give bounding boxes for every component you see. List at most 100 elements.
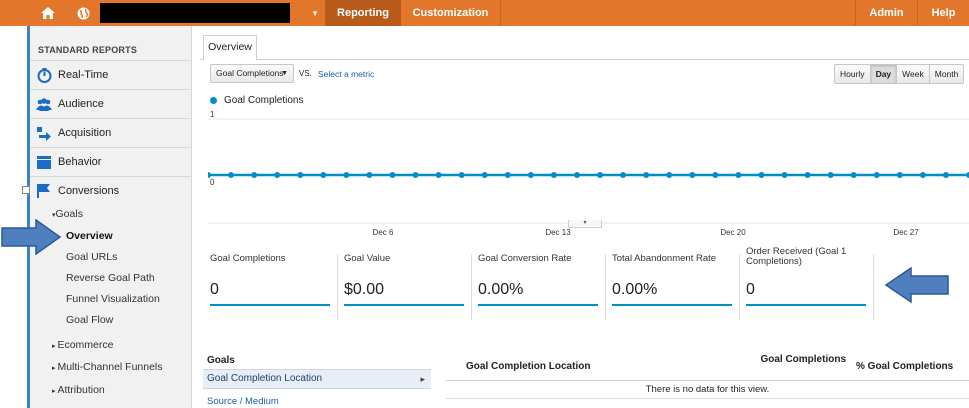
sidebar-item-acquisition[interactable]: Acquisition: [30, 118, 192, 147]
data-point: [320, 172, 327, 178]
realtime-icon: [36, 67, 52, 83]
sidebar-item-label: Real-Time: [58, 69, 109, 81]
data-point: [597, 172, 604, 178]
chart-svg: 1 0 Dec 6 Dec 13 Dec 20 Dec 27: [205, 110, 969, 237]
y-tick-label: 1: [210, 111, 215, 119]
tab-customization[interactable]: Customization: [401, 0, 501, 26]
data-point: [850, 172, 857, 178]
sidebar-subitem-overview[interactable]: Overview: [66, 230, 113, 242]
period-selector: Hourly Day Week Month: [834, 64, 965, 84]
sidebar-collapse-handle[interactable]: [22, 186, 30, 194]
x-tick-label: Dec 6: [373, 228, 394, 236]
tab-admin[interactable]: Admin: [855, 0, 917, 26]
acquisition-icon: [36, 125, 52, 141]
metric-order-received[interactable]: Order Received (Goal 1 Completions) 0: [746, 247, 880, 318]
flag-icon: [36, 183, 52, 199]
globe-icon[interactable]: [68, 0, 98, 26]
data-point: [550, 172, 557, 178]
metric-sparkline: [210, 304, 330, 306]
sidebar-item-label: Conversions: [58, 185, 120, 197]
chart-collapse-toggle[interactable]: ▾: [568, 220, 602, 228]
behavior-icon: [36, 154, 52, 170]
sidebar-subitem-goal-urls[interactable]: Goal URLs: [66, 251, 118, 263]
line-chart: 1 0 Dec 6 Dec 13 Dec 20 Dec 27: [205, 110, 969, 237]
metric-label: Order Received (Goal 1 Completions): [746, 246, 847, 267]
data-point: [735, 172, 742, 178]
data-point: [919, 172, 926, 178]
period-month[interactable]: Month: [928, 65, 964, 83]
sidebar-item-realtime[interactable]: Real-Time: [30, 60, 192, 89]
sidebar-subitem-goal-flow[interactable]: Goal Flow: [66, 314, 114, 326]
sidebar-item-label: Acquisition: [58, 127, 112, 139]
column-goal-completion-location[interactable]: Goal Completion Location: [466, 361, 591, 372]
metric-goal-conversion-rate[interactable]: Goal Conversion Rate 0.00%: [478, 254, 612, 318]
metric-value: 0: [746, 281, 755, 298]
sidebar-heading: STANDARD REPORTS: [38, 45, 138, 55]
metric-label: Total Abandonment Rate: [612, 253, 717, 264]
metric-dropdown[interactable]: Goal Completions ▼: [210, 64, 294, 83]
sidebar-item-behavior[interactable]: Behavior: [30, 147, 192, 176]
data-point: [228, 172, 235, 178]
data-point: [527, 172, 534, 178]
x-tick-label: Dec 27: [893, 228, 919, 236]
metric-sparkline: [746, 304, 866, 306]
account-dropdown-caret[interactable]: ▾: [312, 7, 318, 18]
metric-sparkline: [478, 304, 598, 306]
data-point: [666, 172, 673, 178]
data-point: [712, 172, 719, 178]
column-goal-completions[interactable]: Goal Completions: [760, 354, 846, 365]
top-bar: ▾ Reporting Customization Admin Help: [0, 0, 969, 26]
column-percent-goal-completions[interactable]: % Goal Completions: [856, 361, 954, 372]
metric-goal-completions[interactable]: Goal Completions 0: [210, 254, 344, 318]
sidebar-subitem-reverse-goal-path[interactable]: Reverse Goal Path: [66, 272, 155, 284]
table-empty-message: There is no data for this view.: [446, 382, 969, 399]
data-point: [458, 172, 465, 178]
chevron-right-icon: ▸: [420, 374, 425, 384]
period-week[interactable]: Week: [896, 65, 929, 83]
metric-sparkline: [612, 304, 732, 306]
chevron-down-icon: ▼: [281, 70, 288, 77]
sidebar-item-attribution[interactable]: ▸ Attribution: [52, 384, 105, 396]
account-name-redacted[interactable]: [100, 3, 290, 23]
goals-option-source-medium[interactable]: Source / Medium: [207, 396, 279, 407]
sidebar-item-audience[interactable]: Audience: [30, 89, 192, 118]
data-point: [643, 172, 650, 178]
metric-total-abandonment-rate[interactable]: Total Abandonment Rate 0.00%: [612, 254, 746, 318]
data-point: [274, 172, 281, 178]
sidebar-item-conversions[interactable]: Conversions: [30, 176, 192, 205]
metric-label: Goal Completions: [210, 253, 286, 264]
data-point: [389, 172, 396, 178]
data-point: [481, 172, 488, 178]
metric-value: 0.00%: [612, 281, 658, 298]
metric-label: Goal Value: [344, 253, 391, 264]
tab-overview[interactable]: Overview: [203, 35, 257, 60]
data-point: [251, 172, 258, 178]
sidebar-item-multi-channel-funnels[interactable]: ▸ Multi-Channel Funnels: [52, 361, 163, 373]
annotation-arrow-left-icon: [884, 266, 950, 309]
data-point: [781, 172, 788, 178]
sidebar-item-goals[interactable]: ▾Goals: [52, 208, 83, 220]
period-hourly[interactable]: Hourly: [840, 69, 865, 79]
data-point: [804, 172, 811, 178]
data-point: [620, 172, 627, 178]
tab-help[interactable]: Help: [917, 0, 969, 26]
sidebar-subitem-funnel-visualization[interactable]: Funnel Visualization: [66, 293, 160, 305]
home-icon[interactable]: [30, 0, 66, 26]
metric-label: Goal Conversion Rate: [478, 253, 572, 264]
sidebar-item-ecommerce[interactable]: ▸ Ecommerce: [52, 339, 114, 351]
metric-value: 0.00%: [478, 281, 524, 298]
data-point: [758, 172, 765, 178]
tab-reporting[interactable]: Reporting: [325, 0, 401, 26]
sidebar-item-label: Behavior: [58, 156, 102, 168]
data-point: [297, 172, 304, 178]
goals-option-completion-location[interactable]: Goal Completion Location ▸: [203, 369, 431, 389]
annotation-arrow-right-icon: [0, 218, 62, 260]
audience-icon: [36, 96, 52, 112]
legend-dot-icon: [210, 97, 217, 104]
select-metric-link[interactable]: Select a metric: [318, 69, 375, 79]
metric-goal-value[interactable]: Goal Value $0.00: [344, 254, 478, 318]
sidebar: STANDARD REPORTS Real-Time Audience Acqu…: [27, 26, 192, 408]
period-day[interactable]: Day: [869, 65, 897, 83]
table-header: Goal Completion Location Goal Completion…: [446, 351, 969, 381]
metric-value: $0.00: [344, 281, 385, 298]
